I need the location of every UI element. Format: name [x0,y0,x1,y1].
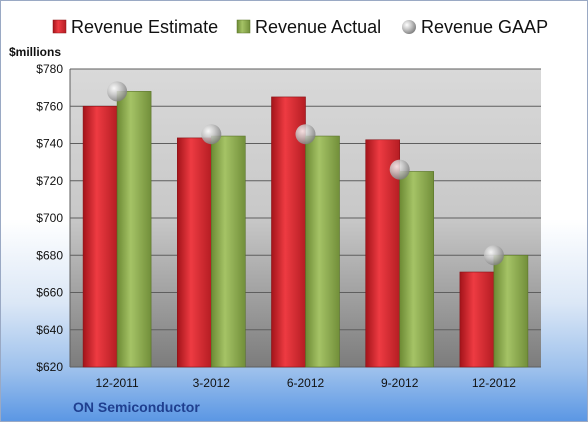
y-tick-label: $660 [36,286,63,300]
x-tick-label: 12-2012 [472,376,516,390]
gaap-marker [295,124,316,145]
legend-item-gaap: Revenue GAAP [402,17,548,37]
legend: Revenue Estimate Revenue Actual Revenue … [52,17,548,37]
bar-actual [399,171,435,368]
y-tick-label: $700 [36,211,63,225]
x-tick-label: 6-2012 [287,376,325,390]
y-tick-label: $680 [36,248,63,262]
y-tick-label: $620 [36,360,63,374]
bar-actual [493,254,529,368]
legend-swatch-gaap [402,20,416,34]
gaap-marker [201,124,222,145]
legend-label-actual: Revenue Actual [255,17,381,37]
y-tick-label: $760 [36,99,63,113]
bar-estimate [177,137,212,368]
y-tick-label: $740 [36,137,63,151]
bar-estimate [82,105,118,368]
legend-label-estimate: Revenue Estimate [71,17,218,37]
y-unit-label: $millions [9,45,61,59]
gaap-markers [107,81,504,266]
x-tick-label: 3-2012 [193,376,231,390]
legend-swatch-estimate [52,19,67,34]
bar-estimate [459,271,495,368]
company-name: ON Semiconductor [73,399,200,415]
bar-actual [211,135,246,368]
y-tick-label: $640 [36,323,63,337]
bar-actual [305,135,340,368]
legend-swatch-actual [236,19,251,34]
x-axis-ticks: 12-2011 3-2012 6-2012 9-2012 12-2012 [96,376,517,390]
bars [82,91,529,368]
y-axis-ticks: $620 $640 $660 $680 $700 $720 $740 $760 $780 [36,62,63,374]
x-tick-label: 9-2012 [381,376,419,390]
bar-actual [116,91,152,368]
gaap-marker [389,159,410,180]
gaap-marker [107,81,128,102]
legend-item-actual: Revenue Actual [236,17,381,37]
x-tick-label: 12-2011 [96,376,139,390]
y-tick-label: $720 [36,174,63,188]
legend-label-gaap: Revenue GAAP [421,17,548,37]
y-tick-label: $780 [36,62,63,76]
gaap-marker [483,245,504,266]
legend-item-estimate: Revenue Estimate [52,17,218,37]
